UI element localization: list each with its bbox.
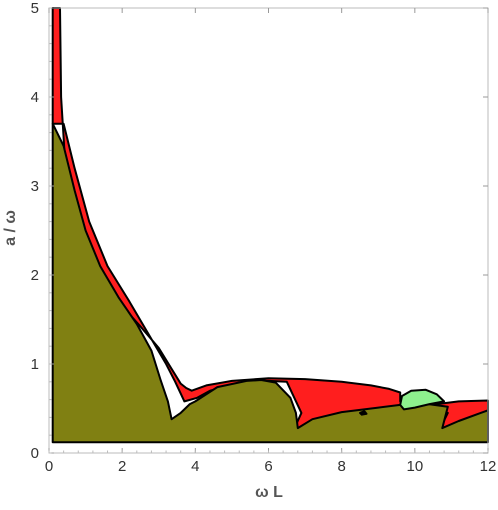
- x-tick-label: 10: [406, 458, 423, 475]
- y-tick-label: 5: [31, 0, 39, 17]
- x-tick-label: 0: [45, 458, 53, 475]
- olive-region-1: [51, 122, 489, 444]
- green-region-2: [399, 388, 446, 411]
- y-axis-ticks: 0 1 2 3 4 5: [31, 0, 488, 462]
- x-tick-label: 12: [480, 458, 497, 475]
- y-axis-label: a / ω: [2, 210, 19, 246]
- y-tick-label: 3: [31, 178, 39, 195]
- y-tick-label: 1: [31, 356, 39, 373]
- x-axis-label: ω L: [255, 484, 283, 501]
- x-tick-label: 6: [264, 458, 272, 475]
- y-tick-label: 0: [31, 445, 39, 462]
- x-tick-label: 2: [118, 458, 126, 475]
- y-tick-label: 2: [31, 267, 39, 284]
- x-tick-label: 4: [191, 458, 199, 475]
- black-region-3: [359, 410, 368, 416]
- x-axis-ticks: 0 2 4 6 8 10 12: [45, 8, 497, 475]
- y-tick-label: 4: [31, 89, 39, 106]
- x-tick-label: 8: [337, 458, 345, 475]
